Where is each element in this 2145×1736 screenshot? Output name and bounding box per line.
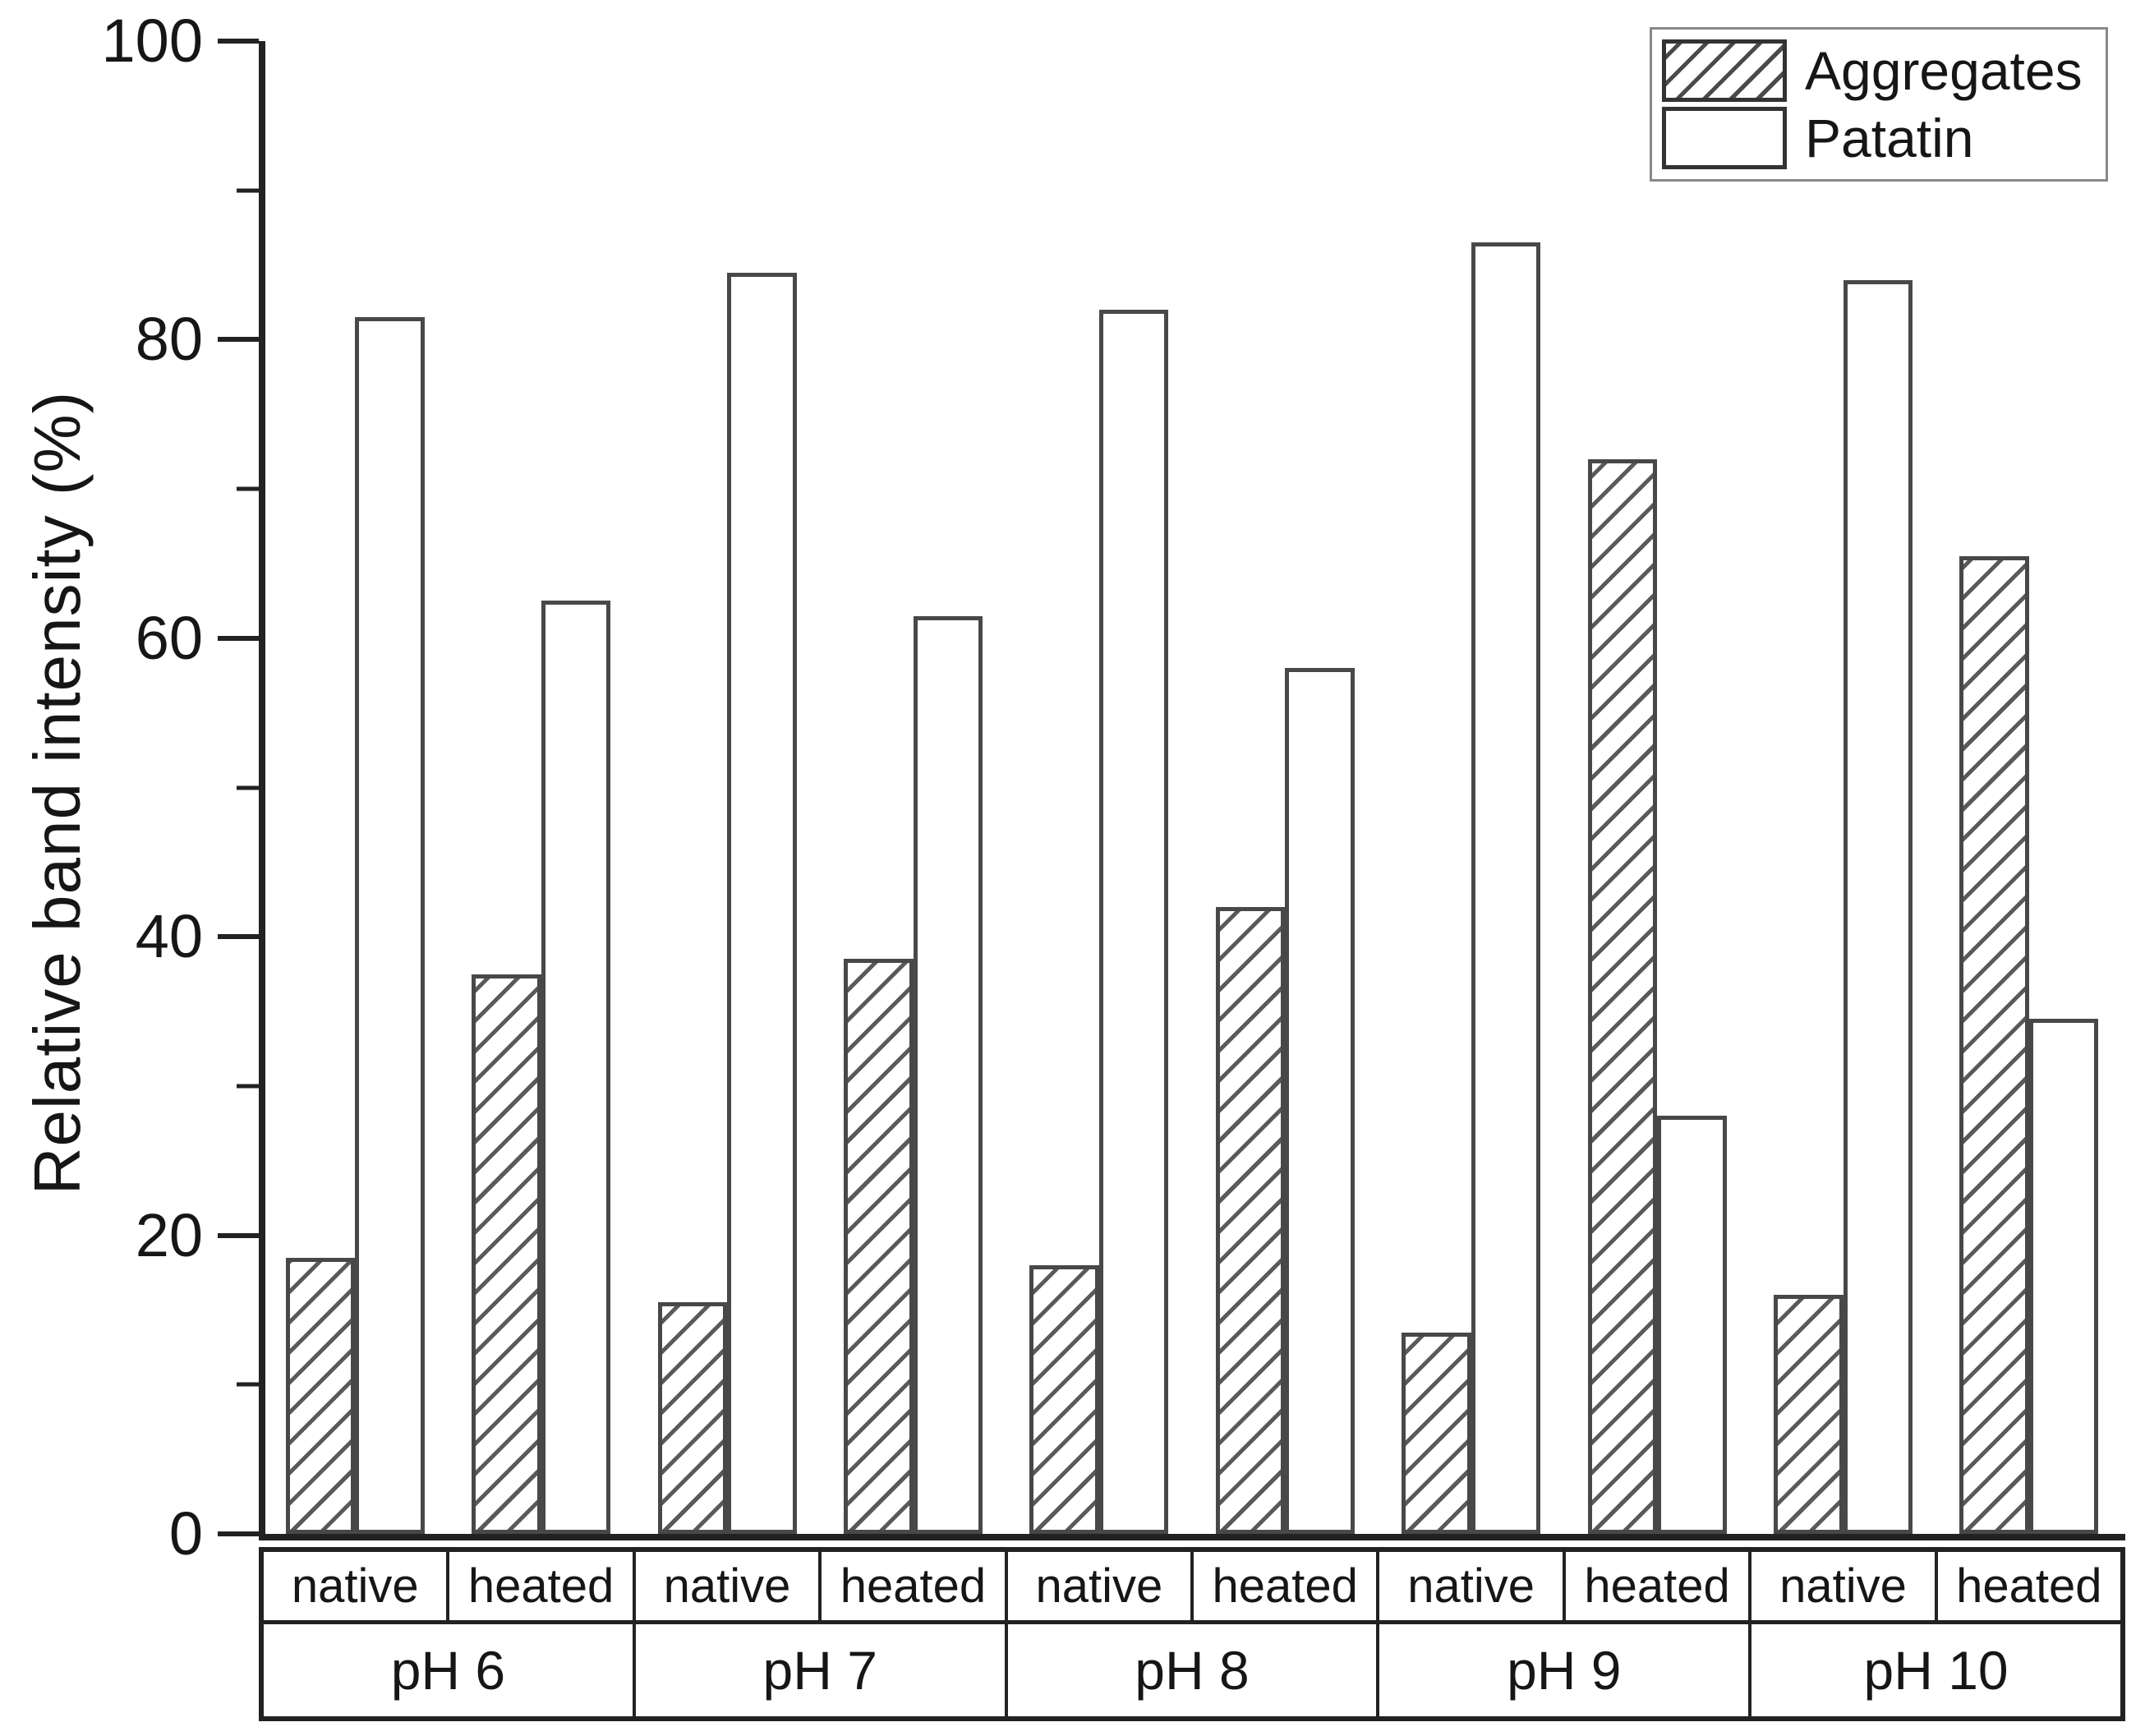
bar-group-ph-10 <box>1753 41 2125 1534</box>
y-tick-label: 40 <box>135 902 203 971</box>
aggregates-bar <box>844 959 914 1534</box>
aggregates-bar <box>472 974 541 1534</box>
patatin-bar <box>1471 242 1541 1534</box>
y-tick-label: 60 <box>135 603 203 672</box>
bar-group-ph-7 <box>638 41 1010 1534</box>
y-axis-title: Relative band intensity (%) <box>21 390 94 1195</box>
y-minor-tick <box>237 785 259 790</box>
legend-row-aggregates: Aggregates <box>1662 39 2096 103</box>
condition-label-heated: heated <box>1566 1552 1752 1620</box>
patatin-bar <box>541 601 611 1534</box>
condition-label-native: native <box>264 1552 450 1620</box>
aggregates-bar <box>1959 555 2029 1534</box>
patatin-bar <box>2028 1019 2099 1534</box>
patatin-legend-swatch <box>1662 107 1787 170</box>
legend: Aggregates Patatin <box>1650 27 2108 182</box>
legend-row-patatin: Patatin <box>1662 106 2096 170</box>
y-minor-tick <box>237 486 259 491</box>
patatin-bar <box>1843 279 1913 1534</box>
aggregates-legend-swatch <box>1662 39 1787 102</box>
patatin-bar <box>355 317 425 1534</box>
ph-label-ph-6: pH 6 <box>264 1624 636 1716</box>
condition-label-native: native <box>1751 1552 1938 1620</box>
y-major-tick <box>218 1232 259 1238</box>
aggregates-bar <box>1774 1295 1844 1534</box>
bar-group-ph-6 <box>265 41 638 1534</box>
aggregates-bar <box>1029 1264 1099 1534</box>
condition-cell-heated <box>1195 41 1381 1534</box>
patatin-bar <box>913 615 983 1534</box>
legend-label-aggregates: Aggregates <box>1805 39 2083 101</box>
condition-cell-native <box>1010 41 1195 1534</box>
aggregates-bar <box>285 1257 356 1534</box>
y-major-tick <box>218 337 259 343</box>
aggregates-bar <box>657 1302 728 1534</box>
bars-row <box>265 41 2125 1534</box>
y-major-tick <box>218 1531 259 1536</box>
ph-label-ph-7: pH 7 <box>636 1624 1008 1716</box>
y-major-tick <box>218 39 259 44</box>
condition-label-heated: heated <box>449 1552 636 1620</box>
patatin-bar <box>727 272 797 1534</box>
patatin-bar <box>1285 668 1355 1534</box>
y-minor-tick <box>237 1084 259 1089</box>
y-minor-tick <box>237 188 259 193</box>
condition-label-heated: heated <box>1956 1559 2102 1613</box>
condition-cell-heated <box>451 41 637 1534</box>
condition-label-native: native <box>636 1552 822 1620</box>
legend-label-patatin: Patatin <box>1805 108 1974 169</box>
y-major-tick <box>218 934 259 940</box>
condition-label-native: native <box>1379 1552 1566 1620</box>
condition-label-row: native heated native heated native heated nati… <box>264 1552 2120 1624</box>
ph-label-row: pH 6 pH 7 pH 8 pH 9 pH 10 <box>264 1624 2120 1716</box>
ph-label-ph-9: pH 9 <box>1379 1624 1752 1716</box>
patatin-bar <box>1098 310 1169 1534</box>
bar-group-ph-8 <box>1010 41 1382 1534</box>
plot-area: 0 20 40 60 80 100 <box>102 11 2125 1564</box>
aggregates-bar <box>1587 458 1658 1534</box>
y-tick-label: 20 <box>135 1200 203 1269</box>
y-major-tick <box>218 635 259 641</box>
condition-label-native: native <box>1008 1552 1194 1620</box>
condition-cell-heated <box>823 41 1009 1534</box>
aggregates-bar <box>1402 1332 1471 1534</box>
x-axis-label-table: native heated native heated native heated nati… <box>259 1547 2125 1721</box>
condition-cell-native <box>638 41 823 1534</box>
aggregates-bar <box>1215 906 1286 1534</box>
y-tick-label: 0 <box>168 1499 203 1568</box>
y-tick-label: 100 <box>101 7 203 75</box>
condition-label-heated: heated <box>1194 1552 1380 1620</box>
bar-group-ph-9 <box>1381 41 1753 1534</box>
ph-label-ph-8: pH 8 <box>1008 1624 1380 1716</box>
patatin-bar <box>1657 1116 1727 1534</box>
condition-cell-native <box>265 41 451 1534</box>
y-tick-label: 80 <box>135 305 203 374</box>
condition-cell-native <box>1381 41 1567 1534</box>
condition-cell-native <box>1753 41 1939 1534</box>
condition-label-heated: heated <box>822 1552 1008 1620</box>
y-minor-tick <box>237 1382 259 1387</box>
condition-cell-heated <box>1940 41 2125 1534</box>
ph-label-ph-10: pH 10 <box>1863 1640 2009 1701</box>
condition-cell-heated <box>1567 41 1753 1534</box>
